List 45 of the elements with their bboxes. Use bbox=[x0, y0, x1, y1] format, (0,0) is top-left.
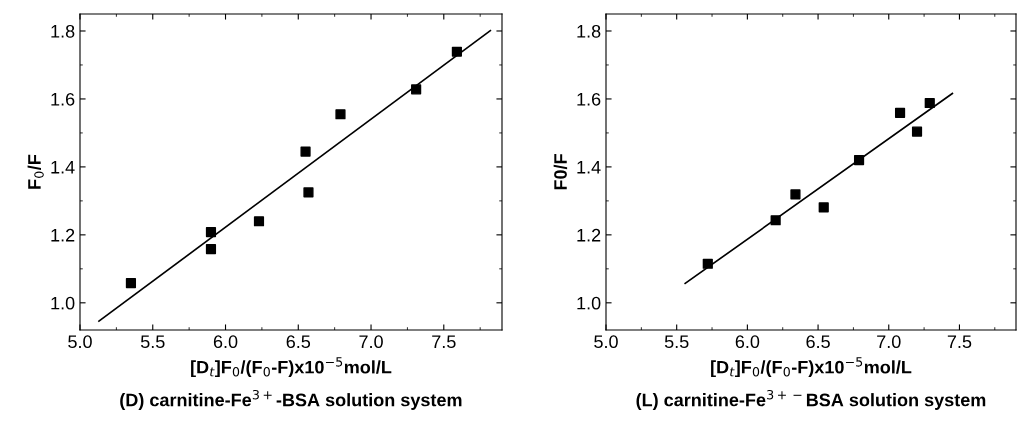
point bbox=[818, 202, 829, 213]
point bbox=[790, 189, 801, 200]
x-tick-label: 5.5 bbox=[140, 335, 165, 349]
x-tick-label: 5.5 bbox=[664, 335, 689, 349]
point bbox=[924, 97, 935, 109]
y-tick-label: 1.4 bbox=[51, 161, 75, 174]
x-tick-label: 7.0 bbox=[359, 335, 383, 349]
text: (L) carnitine-Fe$^{3+−}$BSA solution system bbox=[636, 389, 986, 410]
point bbox=[451, 46, 462, 57]
text: [D$_{t}$]F$_{0}$/(F$_{0}$-F)x10$^{−5}$mol/L bbox=[711, 357, 912, 378]
y-tick-label: 1.6 bbox=[577, 92, 601, 106]
point bbox=[335, 109, 346, 120]
x-tick-label: 6.0 bbox=[735, 335, 760, 349]
point bbox=[205, 244, 217, 255]
x-tick-label: 7.5 bbox=[947, 335, 972, 349]
x-tick-label: 5.0 bbox=[594, 335, 618, 349]
y-axis-title: F0/F bbox=[553, 154, 568, 190]
y-tick-label: 1.0 bbox=[577, 296, 601, 310]
x-tick-label: 6.0 bbox=[213, 335, 238, 349]
y-tick-label: 1.4 bbox=[577, 161, 601, 174]
y-tick-label: 1.8 bbox=[577, 24, 601, 38]
x-tick-label: 7.5 bbox=[432, 335, 456, 349]
y-tick-label: 1.2 bbox=[51, 228, 75, 242]
point bbox=[253, 216, 265, 227]
x-tick-label: 5.0 bbox=[68, 335, 92, 349]
x-tick-label: 6.5 bbox=[806, 335, 830, 349]
point bbox=[205, 227, 217, 238]
y-tick-label: 1.6 bbox=[51, 92, 75, 106]
point bbox=[853, 155, 865, 166]
x-tick-label: 7.0 bbox=[877, 335, 901, 349]
x-tick-label: 6.5 bbox=[286, 335, 311, 349]
point bbox=[411, 84, 422, 95]
point bbox=[300, 146, 311, 157]
y-tick-label: 1.2 bbox=[577, 228, 601, 242]
text: (D) carnitine-Fe$^{3+}$-BSA solution system bbox=[120, 389, 462, 410]
y-axis-title: F$_{0}$/F bbox=[27, 154, 44, 189]
point bbox=[894, 107, 906, 118]
y-tick-label: 1.0 bbox=[51, 296, 75, 310]
y-tick-label: 1.8 bbox=[51, 24, 75, 38]
point bbox=[770, 215, 781, 226]
point bbox=[911, 126, 923, 137]
point bbox=[303, 187, 314, 198]
text: [D$_{t}$]F$_{0}$/(F$_{0}$-F)x10$^{−5}$mol/L bbox=[191, 357, 392, 378]
point bbox=[125, 278, 137, 289]
point bbox=[702, 258, 713, 269]
